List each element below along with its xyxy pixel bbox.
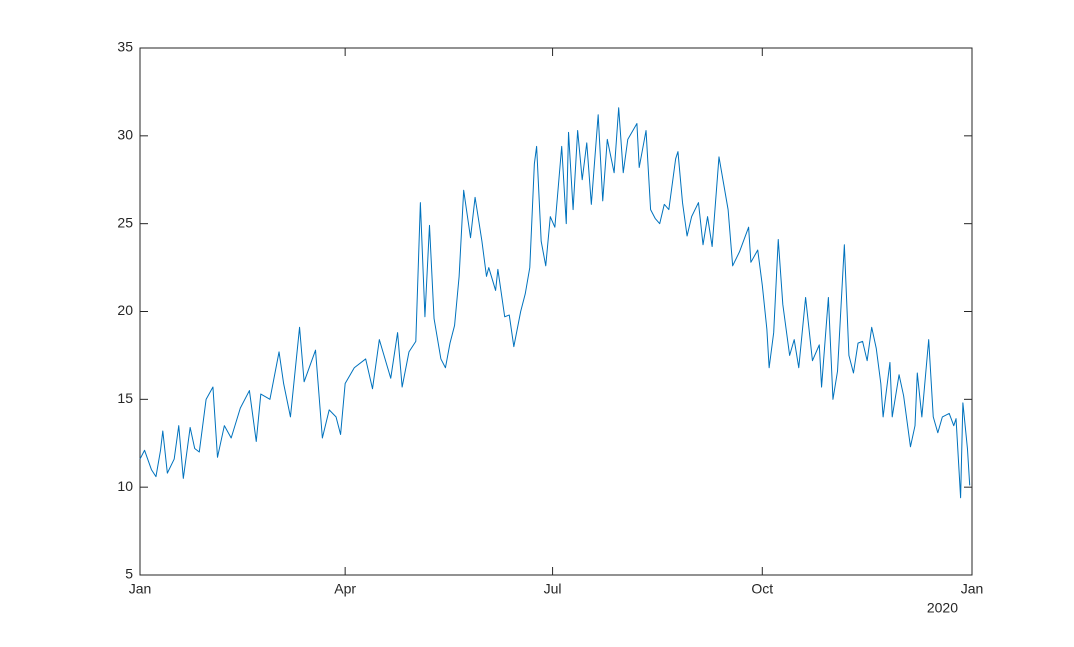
line-series xyxy=(139,107,971,499)
y-tick-label: 15 xyxy=(117,390,133,406)
x-tick-label: Apr xyxy=(334,581,356,597)
x-tick-label: Jan xyxy=(961,581,984,597)
x-tick-label: Jul xyxy=(544,581,562,597)
y-tick-label: 20 xyxy=(117,302,133,318)
y-tick-label: 10 xyxy=(117,478,133,494)
x-secondary-label: 2020 xyxy=(927,600,958,616)
x-tick-label: Oct xyxy=(751,581,773,597)
y-tick-label: 25 xyxy=(117,214,133,230)
y-tick-label: 35 xyxy=(117,39,133,55)
y-tick-label: 5 xyxy=(125,566,133,582)
x-tick-label: Jan xyxy=(129,581,152,597)
y-tick-label: 30 xyxy=(117,127,133,143)
